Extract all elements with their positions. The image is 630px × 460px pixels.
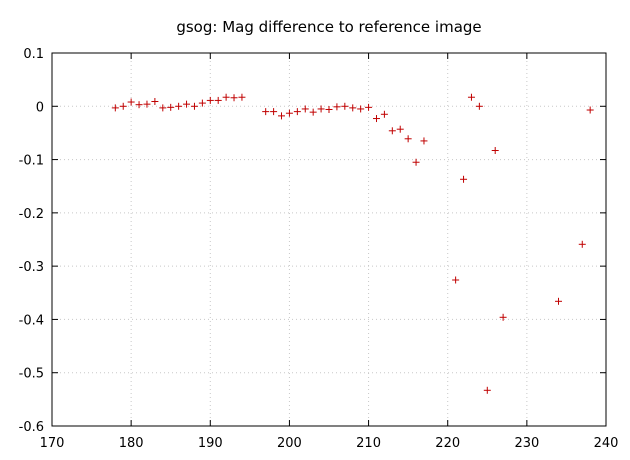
data-point (309, 108, 317, 116)
y-tick-label: 0 (36, 100, 44, 115)
chart-title: gsog: Mag difference to reference image (176, 18, 481, 36)
data-point (119, 102, 127, 110)
data-point (341, 102, 349, 110)
data-point (135, 101, 143, 109)
data-point (412, 158, 420, 166)
data-point (262, 108, 270, 116)
data-point (483, 386, 491, 394)
data-point (349, 104, 357, 112)
data-point (301, 105, 309, 113)
data-point (325, 105, 333, 113)
data-point (317, 105, 325, 113)
x-tick-label: 220 (435, 436, 460, 451)
data-points (111, 93, 594, 394)
data-point (127, 98, 135, 106)
data-point (452, 276, 460, 284)
data-point (238, 93, 246, 101)
data-point (293, 108, 301, 116)
y-tick-label: 0.1 (23, 47, 44, 62)
y-tick-label: -0.6 (19, 420, 44, 435)
data-point (365, 103, 373, 111)
data-point (578, 240, 586, 248)
data-point (285, 109, 293, 117)
y-tick-label: -0.1 (19, 154, 44, 169)
data-point (475, 102, 483, 110)
x-tick-label: 230 (514, 436, 539, 451)
data-point (190, 102, 198, 110)
data-point (380, 110, 388, 118)
data-point (183, 100, 191, 108)
x-tick-label: 240 (594, 436, 619, 451)
data-point (491, 147, 499, 155)
data-point (198, 99, 206, 107)
y-tick-label: -0.5 (19, 367, 44, 382)
data-point (214, 96, 222, 104)
y-tick-label: -0.2 (19, 207, 44, 222)
data-point (270, 108, 278, 116)
data-point (206, 96, 214, 104)
data-point (333, 103, 341, 111)
x-tick-label: 190 (198, 436, 223, 451)
y-tick-label: -0.3 (19, 260, 44, 275)
data-point (388, 127, 396, 135)
data-point (278, 112, 286, 120)
y-tick-label: -0.4 (19, 313, 44, 328)
x-tick-label: 180 (119, 436, 144, 451)
data-point (555, 297, 563, 305)
data-point (467, 93, 475, 101)
data-point (167, 103, 175, 111)
x-tick-label: 200 (277, 436, 302, 451)
data-point (396, 125, 404, 133)
data-point (357, 105, 365, 113)
data-point (222, 93, 230, 101)
data-point (420, 137, 428, 145)
axes: 170 180 190 200 210 220 230 240 0.1 0 -0.1 -0.2 -0.3… (19, 47, 619, 451)
data-point (111, 104, 119, 112)
x-tick-label: 210 (356, 436, 381, 451)
data-point (143, 100, 151, 108)
data-point (372, 115, 380, 123)
data-point (499, 313, 507, 321)
plot-frame (51, 52, 607, 427)
data-point (460, 175, 468, 183)
data-point (175, 102, 183, 110)
data-point (159, 104, 167, 112)
data-point (404, 135, 412, 143)
data-point (586, 106, 594, 114)
x-tick-label: 170 (40, 436, 65, 451)
data-point (151, 97, 159, 105)
data-point (230, 94, 238, 102)
